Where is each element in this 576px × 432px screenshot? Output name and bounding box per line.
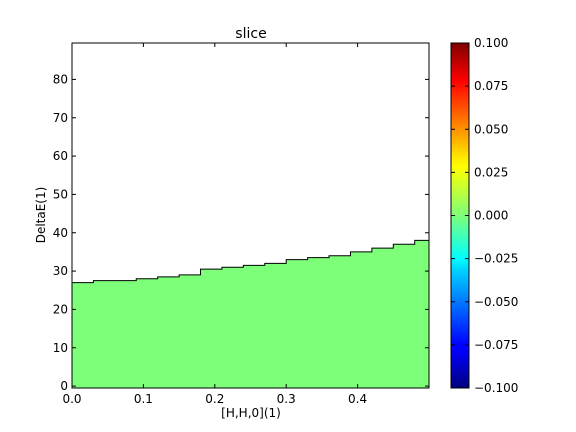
- chart-title: slice: [235, 26, 266, 42]
- colorbar: 0.100 0.075 0.050 0.025 0.000 −0.025 −0.050 −0.…: [450, 36, 518, 395]
- colorbar-tick-label: 0.050: [474, 122, 508, 136]
- colorbar-tick-label: 0.075: [474, 79, 508, 93]
- plot-area: [71, 42, 430, 389]
- x-tick-label: 0.1: [134, 392, 153, 406]
- y-tick-label: 20: [53, 302, 68, 316]
- x-axis-label: [H,H,0](1): [221, 406, 281, 420]
- colorbar-tick-label: 0.100: [474, 36, 508, 50]
- y-tick-label: 40: [53, 226, 68, 240]
- x-tick-label: 0.3: [277, 392, 296, 406]
- y-tick-label: 50: [53, 187, 68, 201]
- y-tick-label: 0: [60, 379, 68, 393]
- y-tick-label: 10: [53, 341, 68, 355]
- y-tick-label: 60: [53, 149, 68, 163]
- colorbar-ticks: 0.100 0.075 0.050 0.025 0.000 −0.025 −0.050 −0.…: [451, 36, 518, 395]
- y-tick-label: 80: [53, 72, 68, 86]
- colorbar-tick-label: −0.075: [474, 338, 518, 352]
- y-tick-label: 70: [53, 111, 68, 125]
- y-tick-label: 30: [53, 264, 68, 278]
- colorbar-tick-label: −0.025: [474, 252, 518, 266]
- colorbar-tick-label: 0.000: [474, 209, 508, 223]
- data-boundary-line: [72, 239, 429, 284]
- x-tick-label: 0.0: [62, 392, 81, 406]
- x-tick-label: 0.2: [205, 392, 224, 406]
- x-tick-label: 0.4: [348, 392, 367, 406]
- plot-frame: [71, 42, 430, 389]
- colorbar-tick-label: −0.100: [474, 381, 518, 395]
- colorbar-tick-label: −0.050: [474, 295, 518, 309]
- y-axis-label: DeltaE(1): [34, 187, 48, 244]
- y-axis: 0 10 20 30 40 50 60 70 80: [53, 72, 429, 393]
- x-axis: 0.0 0.1 0.2 0.3 0.4: [62, 43, 367, 406]
- colorbar-tick-label: 0.025: [474, 165, 508, 179]
